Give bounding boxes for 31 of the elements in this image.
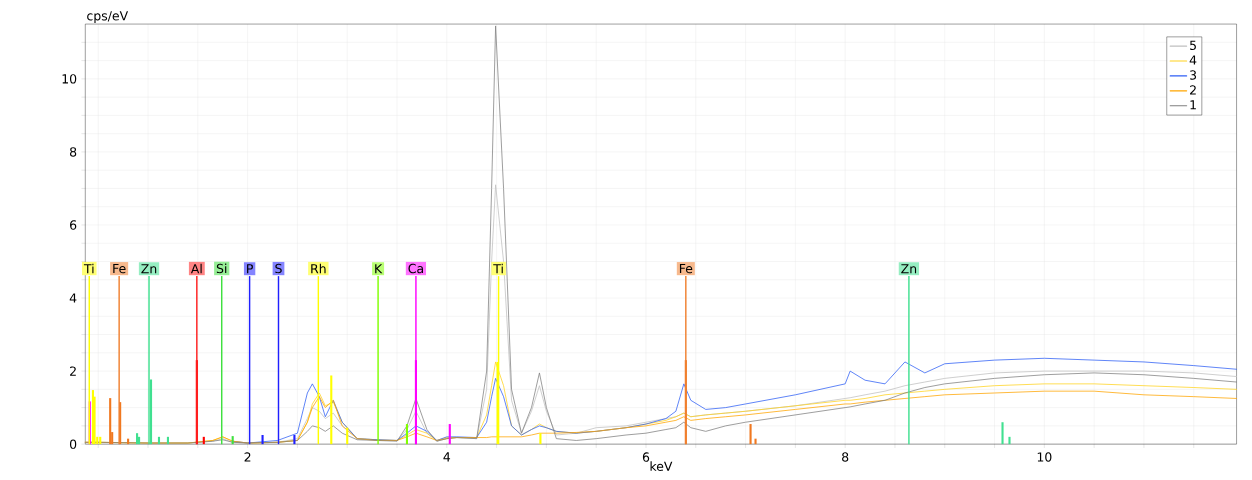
x-tick-label: 8 (842, 452, 849, 462)
legend-label: 1 (1190, 100, 1196, 110)
ref-line-label: Si (216, 263, 227, 274)
x-tick-label: 2 (244, 452, 251, 462)
ref-line-label: Zn (901, 264, 917, 274)
ref-line-label: P (247, 264, 253, 274)
ref-line-label: Zn (141, 264, 157, 274)
y-tick-label: 4 (69, 293, 77, 303)
ref-line-label: K (375, 264, 383, 274)
y-tick-label: 6 (70, 220, 77, 230)
x-tick-label: 10 (1037, 452, 1052, 462)
x-axis-title: keV (650, 461, 673, 472)
legend-label: 3 (1190, 70, 1197, 80)
ref-line-label: Ti (83, 263, 94, 274)
x-tick-label: 4 (443, 452, 451, 462)
legend-label: 2 (1190, 85, 1196, 95)
y-axis-title: cps/eV (87, 11, 129, 24)
ref-line-label: S (275, 263, 282, 274)
legend-label: 4 (1189, 55, 1197, 65)
y-tick-label: 8 (69, 147, 77, 157)
ref-line-label: Ca (408, 263, 423, 274)
ref-line-label: Fe (679, 264, 693, 274)
ref-line-label: Al (190, 263, 202, 274)
ref-line-label: Ti (493, 263, 503, 274)
legend-label: 5 (1190, 40, 1196, 51)
y-tick-label: 10 (62, 74, 77, 84)
y-tick-label: 0 (69, 439, 77, 449)
y-tick-label: 2 (70, 366, 76, 376)
ref-line-label: Fe (113, 264, 126, 274)
ref-line-label: Rh (311, 263, 326, 274)
x-tick-label: 6 (642, 452, 650, 462)
